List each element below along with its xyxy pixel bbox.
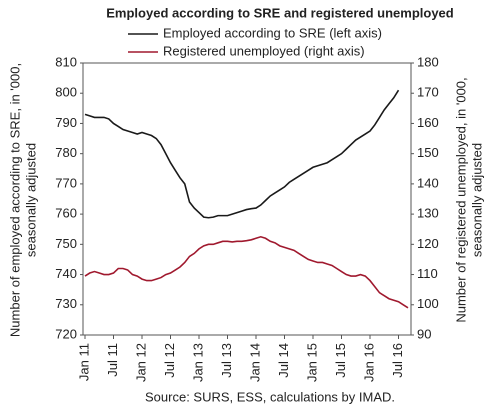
y-tick-label: 740: [55, 266, 77, 281]
legend-label: Employed according to SRE (left axis): [163, 25, 382, 40]
y2-tick-label: 120: [417, 236, 439, 251]
y2-tick-label: 170: [417, 85, 439, 100]
y-tick-label: 750: [55, 236, 77, 251]
series-line: [84, 89, 400, 219]
y2-tick-label: 130: [417, 206, 439, 221]
x-tick-label: Jul 12: [162, 343, 177, 378]
x-tick-label: Jul 15: [333, 343, 348, 378]
y-axis-title: Number of employed according to SRE, in …: [7, 63, 38, 337]
plot-frame: [82, 62, 412, 336]
x-tick-label: Jan 15: [304, 343, 319, 382]
x-tick-label: Jan 11: [76, 343, 91, 381]
y2-tick-label: 90: [417, 326, 431, 341]
y2-tick-label: 160: [417, 115, 439, 130]
x-tick-label: Jul 16: [390, 343, 405, 378]
chart-title: Employed according to SRE and registered…: [106, 5, 454, 20]
y-tick-label: 770: [55, 175, 77, 190]
y-tick-label: 800: [55, 85, 77, 100]
x-tick-label: Jul 11: [105, 343, 120, 377]
y-tick-label: 730: [55, 296, 77, 311]
y-tick-label: 720: [55, 326, 77, 341]
x-tick-label: Jan 16: [361, 343, 376, 382]
x-tick-label: Jul 14: [276, 343, 291, 378]
y2-tick-label: 100: [417, 296, 439, 311]
y-tick-label: 780: [55, 145, 77, 160]
source-note: Source: SURS, ESS, calculations by IMAD.: [145, 389, 395, 404]
y-tick-label: 810: [55, 54, 77, 69]
y-axis-title-line: seasonally adjusted: [23, 143, 38, 257]
x-tick-label: Jul 13: [219, 343, 234, 378]
y-axis-title-line: Number of employed according to SRE, in …: [7, 63, 22, 337]
legend-label: Registered unemployed (right axis): [163, 43, 365, 58]
y2-axis-title-line: Number of registered unemployed, in '000…: [453, 77, 468, 322]
y2-tick-label: 140: [417, 175, 439, 190]
y2-tick-label: 110: [417, 266, 438, 281]
y2-tick-label: 180: [417, 54, 439, 69]
y2-axis-title: Number of registered unemployed, in '000…: [453, 77, 484, 322]
x-tick-label: Jan 13: [190, 343, 205, 382]
y2-tick-label: 150: [417, 145, 439, 160]
y-tick-label: 760: [55, 206, 77, 221]
x-tick-label: Jan 14: [247, 343, 262, 382]
y2-axis-title-line: seasonally adjusted: [469, 143, 484, 257]
x-tick-label: Jan 12: [133, 343, 148, 382]
series-line: [84, 235, 409, 309]
y-tick-label: 790: [55, 115, 77, 130]
